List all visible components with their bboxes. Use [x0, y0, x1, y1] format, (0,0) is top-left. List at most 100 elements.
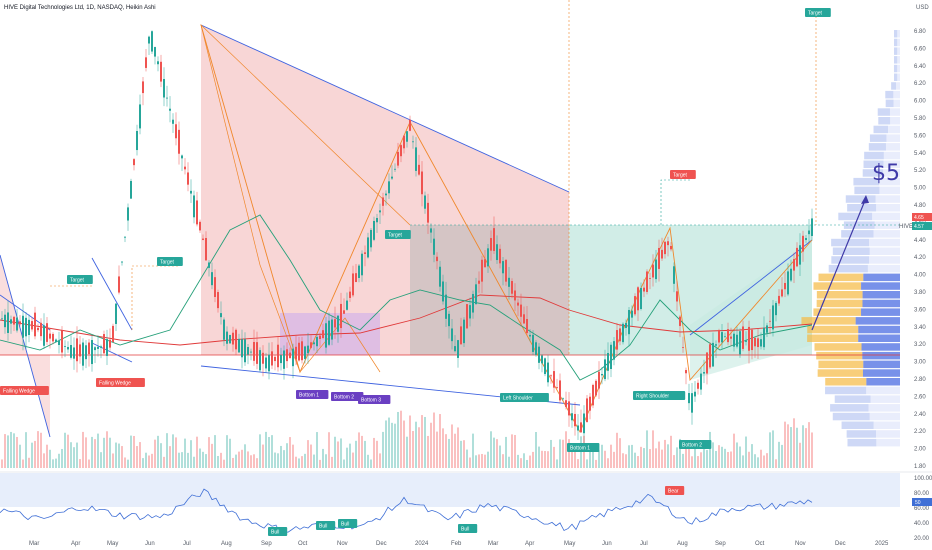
vp-bar	[830, 404, 869, 412]
rsi-tick-3: 40.00	[914, 521, 930, 527]
candle-body	[583, 413, 585, 434]
candle-body	[550, 375, 552, 377]
volume-bar	[697, 456, 699, 468]
pattern-label: Left Shoulder	[500, 393, 549, 402]
volume-bar	[469, 457, 471, 468]
candle-body	[274, 356, 276, 362]
price-tick-9: 5.00	[914, 186, 926, 192]
volume-bar	[679, 438, 681, 468]
volume-bar	[676, 447, 678, 468]
vp-bar	[885, 99, 894, 108]
candle-body	[136, 131, 138, 151]
time-tick-11: Feb	[451, 541, 462, 547]
vp-bar	[873, 230, 900, 238]
candle-body	[505, 259, 507, 282]
candle-body	[106, 339, 108, 356]
vp-bar	[862, 169, 884, 177]
volume-bar	[277, 453, 279, 468]
volume-bar	[295, 456, 297, 468]
volume-bar	[568, 439, 570, 468]
price-tick-18: 3.20	[914, 342, 926, 348]
vp-bar	[841, 421, 874, 429]
vp-bar	[813, 282, 862, 290]
candle-body	[100, 346, 102, 348]
candle-body	[697, 382, 699, 389]
volume-bar	[406, 436, 408, 468]
candle-body	[289, 352, 291, 358]
candle-body	[313, 342, 315, 345]
candle-body	[523, 314, 525, 324]
time-tick-15: Jun	[602, 541, 612, 547]
vp-bar	[828, 264, 868, 273]
candle-body	[481, 259, 483, 282]
volume-bar	[673, 455, 675, 468]
candle-body	[427, 202, 429, 223]
volume-bar	[472, 433, 474, 468]
candle-body	[418, 164, 420, 175]
price-tick-20: 2.80	[914, 377, 926, 383]
time-tick-10: 2024	[415, 541, 429, 547]
candle-body	[130, 180, 132, 199]
volume-bar	[463, 440, 465, 468]
volume-bar	[178, 452, 180, 468]
candle-body	[61, 330, 63, 353]
candle-body	[409, 119, 411, 131]
candle-body	[139, 104, 141, 129]
candle-body	[556, 387, 558, 388]
candle-body	[535, 342, 537, 355]
candle-body	[247, 347, 249, 355]
candle-body	[151, 31, 153, 52]
vp-bar	[838, 212, 873, 221]
candle-body	[646, 271, 648, 292]
vp-bar	[872, 212, 900, 221]
volume-bar	[181, 452, 183, 468]
vp-bar	[863, 160, 884, 168]
candle-body	[235, 329, 237, 350]
vp-bar	[807, 334, 859, 342]
price-tick-21: 2.60	[914, 394, 926, 400]
vp-bar	[875, 195, 900, 203]
vp-bar	[889, 108, 900, 116]
volume-bar	[532, 451, 534, 468]
candle-body	[400, 145, 402, 157]
candle-body	[16, 317, 18, 331]
candle-body	[184, 166, 186, 170]
pattern-label: Target	[670, 170, 696, 179]
volume-bar	[82, 431, 84, 468]
volume-bar	[493, 437, 495, 468]
price-tick-17: 3.40	[914, 325, 926, 331]
volume-bar	[208, 437, 210, 468]
time-tick-14: May	[564, 541, 575, 547]
candle-body	[307, 345, 309, 354]
candle-body	[775, 302, 777, 316]
candle-body	[799, 245, 801, 265]
volume-bar	[547, 451, 549, 468]
vp-bar	[816, 351, 863, 360]
volume-bar	[661, 449, 663, 468]
volume-bar	[421, 415, 423, 468]
candle-body	[112, 325, 114, 342]
candle-body	[325, 323, 327, 348]
candle-body	[394, 168, 396, 170]
volume-bar	[142, 458, 144, 468]
vp-bar	[831, 238, 870, 247]
candle-body	[454, 346, 456, 352]
volume-bar	[775, 459, 777, 468]
volume-bar	[751, 444, 753, 468]
volume-bar	[439, 414, 441, 468]
candle-body	[328, 320, 330, 345]
vp-bar	[879, 177, 900, 186]
candle-body	[214, 277, 216, 298]
candle-body	[571, 413, 573, 421]
candle-body	[196, 200, 198, 225]
candle-body	[637, 287, 639, 311]
candle-body	[157, 61, 159, 65]
candle-body	[628, 309, 630, 335]
volume-bar	[55, 458, 57, 468]
svg-text:Bottom 1: Bottom 1	[570, 446, 590, 452]
vp-bar	[854, 186, 880, 195]
volume-bar	[598, 450, 600, 468]
volume-bar	[223, 459, 225, 468]
vp-bar	[897, 64, 900, 73]
vp-bar	[825, 386, 867, 395]
